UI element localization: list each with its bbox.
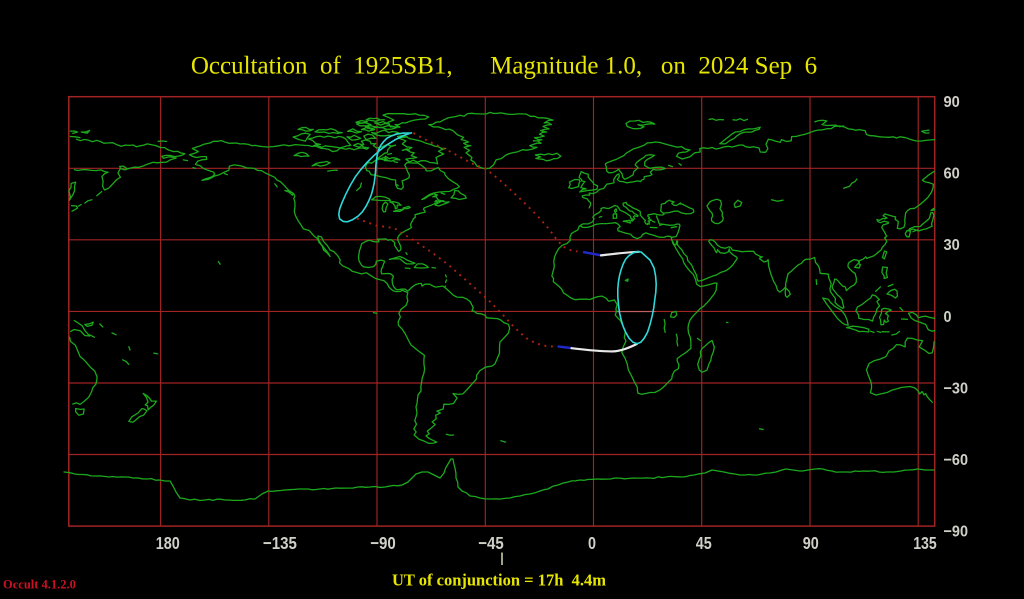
svg-text:−30: −30	[944, 380, 969, 397]
svg-text:45: 45	[696, 533, 712, 553]
svg-text:−135: −135	[263, 533, 297, 553]
svg-text:30: 30	[944, 237, 960, 254]
svg-text:135: 135	[913, 533, 937, 553]
svg-text:Occult 4.1.2.0: Occult 4.1.2.0	[3, 578, 76, 592]
svg-text:Occultation of 1925SB1,: Occultation of 1925SB1, Magnitude 1.0, o…	[191, 53, 817, 80]
svg-text:60: 60	[944, 166, 960, 183]
svg-text:90: 90	[944, 94, 960, 111]
svg-text:−45: −45	[478, 533, 504, 553]
svg-text:−90: −90	[944, 524, 969, 541]
svg-text:180: 180	[156, 533, 180, 553]
svg-text:−60: −60	[944, 452, 969, 469]
svg-text:−90: −90	[370, 533, 396, 553]
svg-text:0: 0	[944, 309, 952, 326]
svg-text:90: 90	[803, 533, 819, 553]
svg-text:0: 0	[588, 533, 596, 553]
svg-text:UT of conjunction = 17h 4.4m: UT of conjunction = 17h 4.4m	[392, 571, 606, 590]
